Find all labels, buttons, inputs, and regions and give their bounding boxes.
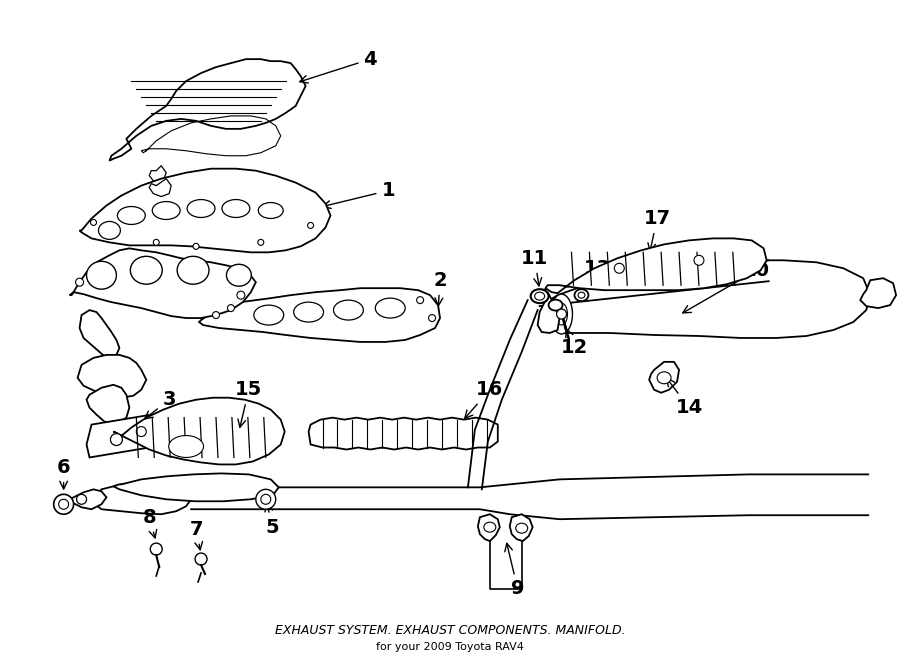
Circle shape — [76, 494, 86, 504]
Polygon shape — [309, 418, 498, 449]
Ellipse shape — [168, 436, 203, 457]
Polygon shape — [509, 514, 533, 541]
Circle shape — [256, 489, 275, 509]
Text: 6: 6 — [57, 458, 70, 489]
Circle shape — [694, 255, 704, 265]
Ellipse shape — [375, 298, 405, 318]
Circle shape — [150, 543, 162, 555]
Ellipse shape — [578, 292, 585, 298]
Ellipse shape — [86, 261, 116, 289]
Text: EXHAUST SYSTEM. EXHAUST COMPONENTS. MANIFOLD.: EXHAUST SYSTEM. EXHAUST COMPONENTS. MANI… — [274, 624, 626, 637]
Polygon shape — [860, 278, 896, 308]
Polygon shape — [537, 292, 560, 333]
Circle shape — [111, 434, 122, 446]
Circle shape — [194, 243, 199, 249]
Polygon shape — [79, 310, 120, 360]
Ellipse shape — [187, 200, 215, 217]
Circle shape — [556, 309, 566, 319]
Text: 14: 14 — [667, 378, 703, 417]
Text: 5: 5 — [265, 504, 280, 537]
Text: 15: 15 — [235, 380, 263, 428]
Circle shape — [308, 223, 313, 229]
Text: 10: 10 — [683, 260, 770, 313]
Ellipse shape — [484, 522, 496, 532]
Polygon shape — [69, 489, 106, 509]
Polygon shape — [92, 481, 191, 514]
Circle shape — [615, 263, 625, 273]
Circle shape — [212, 311, 220, 319]
Circle shape — [76, 278, 84, 286]
Ellipse shape — [98, 221, 121, 239]
Text: 9: 9 — [505, 543, 525, 598]
Ellipse shape — [657, 372, 671, 384]
Polygon shape — [545, 260, 870, 338]
Text: 13: 13 — [584, 258, 611, 287]
Polygon shape — [478, 514, 500, 541]
Circle shape — [257, 239, 264, 245]
Ellipse shape — [574, 289, 589, 301]
Polygon shape — [649, 362, 679, 393]
Ellipse shape — [516, 524, 527, 533]
Circle shape — [54, 494, 74, 514]
Circle shape — [417, 297, 424, 303]
Circle shape — [228, 305, 234, 311]
Ellipse shape — [130, 256, 162, 284]
Circle shape — [237, 291, 245, 299]
Ellipse shape — [535, 292, 544, 300]
Polygon shape — [545, 239, 767, 293]
Ellipse shape — [258, 202, 284, 219]
Circle shape — [136, 426, 147, 436]
Circle shape — [153, 239, 159, 245]
Ellipse shape — [152, 202, 180, 219]
Ellipse shape — [222, 200, 250, 217]
Text: 4: 4 — [300, 50, 377, 83]
Polygon shape — [113, 398, 284, 465]
Ellipse shape — [177, 256, 209, 284]
Ellipse shape — [227, 264, 251, 286]
Polygon shape — [183, 486, 196, 499]
Circle shape — [91, 219, 96, 225]
Polygon shape — [69, 249, 256, 318]
Polygon shape — [199, 288, 440, 342]
Circle shape — [58, 499, 68, 509]
Circle shape — [195, 553, 207, 565]
Text: 11: 11 — [521, 249, 548, 286]
Polygon shape — [110, 59, 306, 161]
Polygon shape — [77, 355, 147, 398]
Text: 7: 7 — [189, 520, 202, 550]
Ellipse shape — [551, 294, 572, 334]
Circle shape — [261, 494, 271, 504]
Text: 17: 17 — [644, 209, 670, 251]
Polygon shape — [149, 166, 166, 184]
Ellipse shape — [531, 289, 549, 303]
Polygon shape — [86, 385, 130, 424]
Ellipse shape — [334, 300, 364, 320]
Text: 3: 3 — [145, 390, 176, 419]
Text: 16: 16 — [464, 380, 503, 418]
Polygon shape — [113, 473, 279, 501]
Ellipse shape — [254, 305, 284, 325]
Polygon shape — [79, 169, 330, 253]
Text: 12: 12 — [561, 329, 588, 358]
Ellipse shape — [549, 299, 562, 311]
Circle shape — [428, 315, 436, 321]
Ellipse shape — [293, 302, 323, 322]
Text: 2: 2 — [433, 271, 447, 306]
Text: 1: 1 — [323, 181, 395, 208]
Ellipse shape — [555, 303, 568, 325]
Text: 8: 8 — [142, 508, 157, 538]
Polygon shape — [86, 414, 161, 457]
Ellipse shape — [117, 206, 145, 225]
Text: for your 2009 Toyota RAV4: for your 2009 Toyota RAV4 — [376, 642, 524, 652]
Polygon shape — [149, 178, 171, 196]
